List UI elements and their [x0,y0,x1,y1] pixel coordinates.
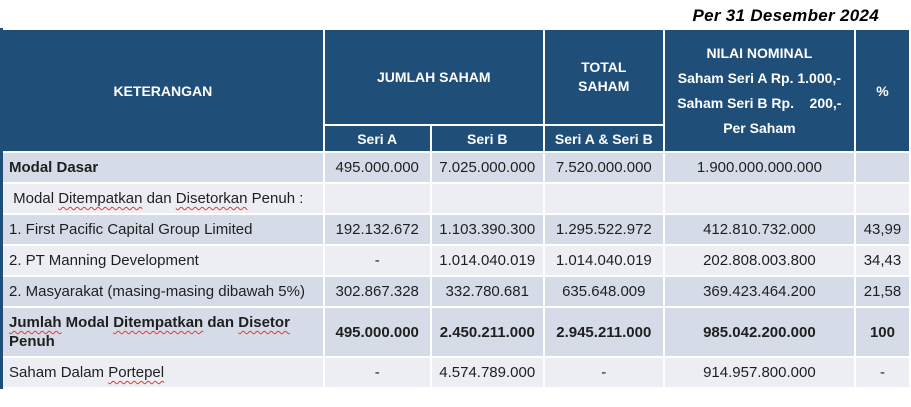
table-header: KETERANGAN JUMLAH SAHAM TOTAL SAHAM NILA… [0,28,911,153]
cell-seri-b: 1.103.390.300 [429,213,545,246]
cell-seri-a [322,182,432,215]
cell-percent [853,151,911,184]
nilai-nominal-line-3: Saham Seri B Rp. 200,- [677,94,842,111]
cell-seri-b: 4.574.789.000 [429,356,545,389]
table-row: 2. Masyarakat (masing-masing dibawah 5%)… [0,275,911,308]
cell-percent: 34,43 [853,244,911,277]
spellcheck-word: Disetorkan [175,190,248,207]
row-label: Jumlah Modal Ditempatkan dan Disetor Pen… [0,306,325,358]
cell-seri-b: 1.014.040.019 [429,244,545,277]
cell-percent: 43,99 [853,213,911,246]
cell-nilai-nominal: 202.808.003.800 [662,244,856,277]
cell-total-saham: 1.014.040.019 [542,244,665,277]
cell-nilai-nominal: 914.957.800.000 [662,356,856,389]
cell-total-saham: 1.295.522.972 [542,213,665,246]
row-label: 2. Masyarakat (masing-masing dibawah 5%) [0,275,325,308]
nilai-nominal-line-4: Per Saham [723,119,796,136]
row-label: 1. First Pacific Capital Group Limited [0,213,325,246]
table-row: 1. First Pacific Capital Group Limited 19… [0,213,911,246]
cell-nilai-nominal [662,182,856,215]
table-row: 2. PT Manning Development -1.014.040.019 1… [0,244,911,277]
column-subheader-seri-a: Seri A [322,124,432,153]
cell-nilai-nominal: 369.423.464.200 [662,275,856,308]
table-row: Modal Dasar 495.000.000 7.025.000.000 7.520… [0,151,911,184]
column-header-jumlah-saham: JUMLAH SAHAM [322,28,545,126]
cell-percent: 21,58 [853,275,911,308]
row-label: Modal Ditempatkan dan Disetorkan Penuh : [0,182,325,215]
cell-seri-a: 192.132.672 [322,213,432,246]
cell-seri-b: 7.025.000.000 [429,151,545,184]
table-body: Modal Dasar 495.000.000 7.025.000.000 7.520… [0,151,911,389]
spellcheck-word: Portepel [108,364,165,381]
cell-total-saham: 2.945.211.000 [542,306,665,358]
column-subheader-seri-b: Seri B [429,124,545,153]
table-row: Modal Ditempatkan dan Disetorkan Penuh : [0,182,911,215]
spellcheck-word: Disetor [238,314,290,331]
column-header-keterangan: KETERANGAN [0,28,325,153]
nilai-nominal-line-1: NILAI NOMINAL [706,44,813,61]
spellcheck-word: Ditempatkan [58,190,143,207]
cell-nilai-nominal: 1.900.000.000.000 [662,151,856,184]
row-label: 2. PT Manning Development [0,244,325,277]
row-label: Saham Dalam Portepel [0,356,325,389]
column-subheader-seri-a-and-b: Seri A & Seri B [542,124,665,153]
column-header-nilai-nominal: NILAI NOMINAL Saham Seri A Rp. 1.000,- S… [662,28,856,153]
cell-seri-b: 2.450.211.000 [429,306,545,358]
column-header-percent: % [853,28,911,153]
cell-seri-b: 332.780.681 [429,275,545,308]
spellcheck-word: Jumlah [9,314,62,331]
cell-percent: - [853,356,911,389]
cell-percent: 100 [853,306,911,358]
cell-total-saham [542,182,665,215]
row-label: Modal Dasar [0,151,325,184]
cell-seri-a: - [322,244,432,277]
nilai-nominal-line-2: Saham Seri A Rp. 1.000,- [677,69,841,86]
cell-total-saham: 7.520.000.000 [542,151,665,184]
cell-percent [853,182,911,215]
cell-seri-a: 495.000.000 [322,306,432,358]
capital-structure-table: KETERANGAN JUMLAH SAHAM TOTAL SAHAM NILA… [0,28,911,389]
cell-total-saham: - [542,356,665,389]
cell-nilai-nominal: 985.042.200.000 [662,306,856,358]
table-row: Saham Dalam Portepel -4.574.789.000-914.9… [0,356,911,389]
cell-total-saham: 635.648.009 [542,275,665,308]
page-title: Per 31 Desember 2024 [692,6,879,25]
cell-seri-a: - [322,356,432,389]
table-row: Jumlah Modal Ditempatkan dan Disetor Pen… [0,306,911,358]
spellcheck-word: Ditempatkan [113,314,204,331]
cell-seri-a: 302.867.328 [322,275,432,308]
cell-nilai-nominal: 412.810.732.000 [662,213,856,246]
cell-seri-a: 495.000.000 [322,151,432,184]
cell-seri-b [429,182,545,215]
column-header-total-saham: TOTAL SAHAM [542,28,665,126]
